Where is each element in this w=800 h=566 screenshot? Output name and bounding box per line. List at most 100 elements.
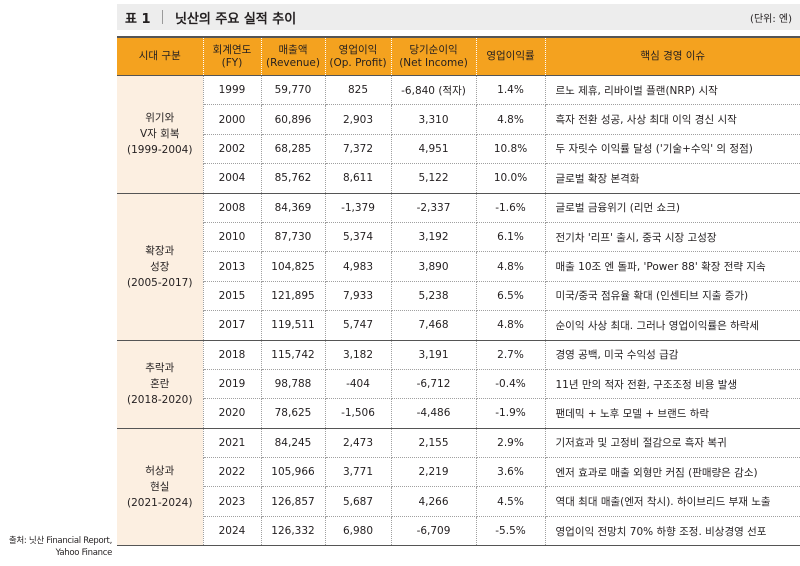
operating-profit-cell: 3,182 (325, 340, 392, 370)
revenue-cell: 104,825 (261, 251, 326, 282)
operating-margin-cell: 10.8% (476, 134, 546, 165)
operating-profit-cell: 5,374 (325, 222, 392, 253)
revenue-cell: 87,730 (261, 222, 326, 253)
operating-profit-cell: 825 (325, 75, 392, 106)
operating-margin-cell: 2.9% (476, 428, 546, 459)
header-operating-margin: 영업이익률 (476, 36, 546, 76)
net-income-cell: 2,155 (391, 428, 477, 459)
operating-margin-cell: -5.5% (476, 516, 546, 547)
fiscal-year-cell: 2023 (203, 486, 262, 517)
net-income-cell: 3,890 (391, 251, 477, 282)
unit-note: (단위: 엔) (750, 14, 792, 25)
fiscal-year-cell: 2017 (203, 310, 262, 341)
key-issue-cell: 전기차 '리프' 출시, 중국 시장 고성장 (545, 222, 800, 253)
table-row: 2022 105,966 3,771 2,219 3.6% 엔저 효과로 매출 외형만 커… (117, 457, 800, 488)
operating-profit-cell: 5,747 (325, 310, 392, 341)
revenue-cell: 115,742 (261, 340, 326, 370)
net-income-cell: -4,486 (391, 398, 477, 429)
title-bar (117, 4, 800, 30)
fiscal-year-cell: 2002 (203, 134, 262, 165)
table-row: 2019 98,788 -404 -6,712 -0.4% 11년 만의 적자 전환, 구… (117, 369, 800, 400)
header-operating-profit: 영업이익 (Op. Profit) (325, 36, 392, 76)
key-issue-cell: 글로벌 금융위기 (리먼 쇼크) (545, 193, 800, 223)
table-row: 2023 126,857 5,687 4,266 4.5% 역대 최대 매출(엔저 착시)… (117, 486, 800, 517)
operating-profit-cell: -1,379 (325, 193, 392, 223)
operating-profit-cell: 6,980 (325, 516, 392, 547)
key-issue-cell: 매출 10조 엔 돌파, 'Power 88' 확장 전략 지속 (545, 251, 800, 282)
fiscal-year-cell: 2019 (203, 369, 262, 400)
table-row: 2010 87,730 5,374 3,192 6.1% 전기차 '리프' 출시, 중국 … (117, 222, 800, 253)
operating-margin-cell: -0.4% (476, 369, 546, 400)
fiscal-year-cell: 2008 (203, 193, 262, 223)
table-row: 2020 78,625 -1,506 -4,486 -1.9% 팬데믹 + 노후 모델 +… (117, 398, 800, 429)
title-divider (162, 10, 163, 24)
key-issue-cell: 미국/중국 점유율 확대 (인센티브 지출 증가) (545, 281, 800, 312)
revenue-cell: 119,511 (261, 310, 326, 341)
operating-profit-cell: 2,473 (325, 428, 392, 459)
period-line: 위기와 (145, 112, 175, 125)
operating-margin-cell: -1.9% (476, 398, 546, 429)
revenue-cell: 78,625 (261, 398, 326, 429)
fiscal-year-cell: 2022 (203, 457, 262, 488)
operating-profit-cell: -1,506 (325, 398, 392, 429)
net-income-cell: 2,219 (391, 457, 477, 488)
fiscal-year-cell: 2015 (203, 281, 262, 312)
revenue-cell: 60,896 (261, 104, 326, 135)
period-line: (2021-2024) (127, 496, 193, 509)
table-row: 2013 104,825 4,983 3,890 4.8% 매출 10조 엔 돌파, 'P… (117, 251, 800, 282)
operating-profit-cell: 3,771 (325, 457, 392, 488)
key-issue-cell: 역대 최대 매출(엔저 착시). 하이브리드 부재 노출 (545, 486, 800, 517)
operating-margin-cell: 4.8% (476, 251, 546, 282)
fiscal-year-cell: 1999 (203, 75, 262, 106)
net-income-cell: 3,310 (391, 104, 477, 135)
table-row: 허상과 현실 (2021-2024) 2021 84,245 2,473 2,155 2.9%… (117, 428, 800, 547)
key-issue-cell: 기저효과 및 고정비 절감으로 흑자 복귀 (545, 428, 800, 459)
net-income-cell: -2,337 (391, 193, 477, 223)
fiscal-year-cell: 2018 (203, 340, 262, 370)
key-issue-cell: 글로벌 확장 본격화 (545, 163, 800, 194)
period-cell: 확장과 성장 (2005-2017) (117, 193, 204, 341)
key-issue-cell: 경영 공백, 미국 수익성 급감 (545, 340, 800, 370)
revenue-cell: 126,332 (261, 516, 326, 547)
operating-margin-cell: 4.8% (476, 104, 546, 135)
operating-profit-cell: 7,372 (325, 134, 392, 165)
table-body: 위기와 V자 회복 (1999-2004) 1999 59,770 825 -6,840 (… (117, 75, 800, 547)
revenue-cell: 84,245 (261, 428, 326, 459)
operating-margin-cell: 6.5% (476, 281, 546, 312)
table-row: 확장과 성장 (2005-2017) 2008 84,369 -1,379 -2,337 -1… (117, 193, 800, 341)
operating-margin-cell: 3.6% (476, 457, 546, 488)
period-line: (2018-2020) (127, 394, 193, 407)
period-line: 성장 (150, 260, 170, 273)
fiscal-year-cell: 2013 (203, 251, 262, 282)
source-note: 출처: 닛산 Financial Report, Yahoo Finance (8, 536, 112, 558)
operating-profit-cell: 7,933 (325, 281, 392, 312)
table-row: 2000 60,896 2,903 3,310 4.8% 흑자 전환 성공, 사상 최대 … (117, 104, 800, 135)
key-issue-cell: 11년 만의 적자 전환, 구조조정 비용 발생 (545, 369, 800, 400)
period-line: 추락과 (145, 362, 175, 375)
operating-margin-cell: 4.8% (476, 310, 546, 341)
table-row: 2017 119,511 5,747 7,468 4.8% 순이익 사상 최대. 그러나 … (117, 310, 800, 341)
header-period: 시대 구분 (117, 36, 204, 76)
revenue-cell: 98,788 (261, 369, 326, 400)
operating-margin-cell: -1.6% (476, 193, 546, 223)
header-fiscal-year: 회계연도 (FY) (203, 36, 262, 76)
key-issue-cell: 엔저 효과로 매출 외형만 커짐 (판매량은 감소) (545, 457, 800, 488)
fiscal-year-cell: 2024 (203, 516, 262, 547)
revenue-cell: 59,770 (261, 75, 326, 106)
fiscal-year-cell: 2010 (203, 222, 262, 253)
revenue-cell: 105,966 (261, 457, 326, 488)
period-cell: 위기와 V자 회복 (1999-2004) (117, 75, 204, 194)
operating-profit-cell: 2,903 (325, 104, 392, 135)
operating-margin-cell: 2.7% (476, 340, 546, 370)
header-key-issues: 핵심 경영 이슈 (545, 36, 800, 76)
net-income-cell: 3,191 (391, 340, 477, 370)
period-line: 허상과 (145, 464, 175, 477)
operating-margin-cell: 4.5% (476, 486, 546, 517)
net-income-cell: -6,712 (391, 369, 477, 400)
table-number: 표 1 (125, 12, 151, 27)
period-line: 현실 (150, 480, 170, 493)
period-line: 혼란 (150, 378, 170, 391)
